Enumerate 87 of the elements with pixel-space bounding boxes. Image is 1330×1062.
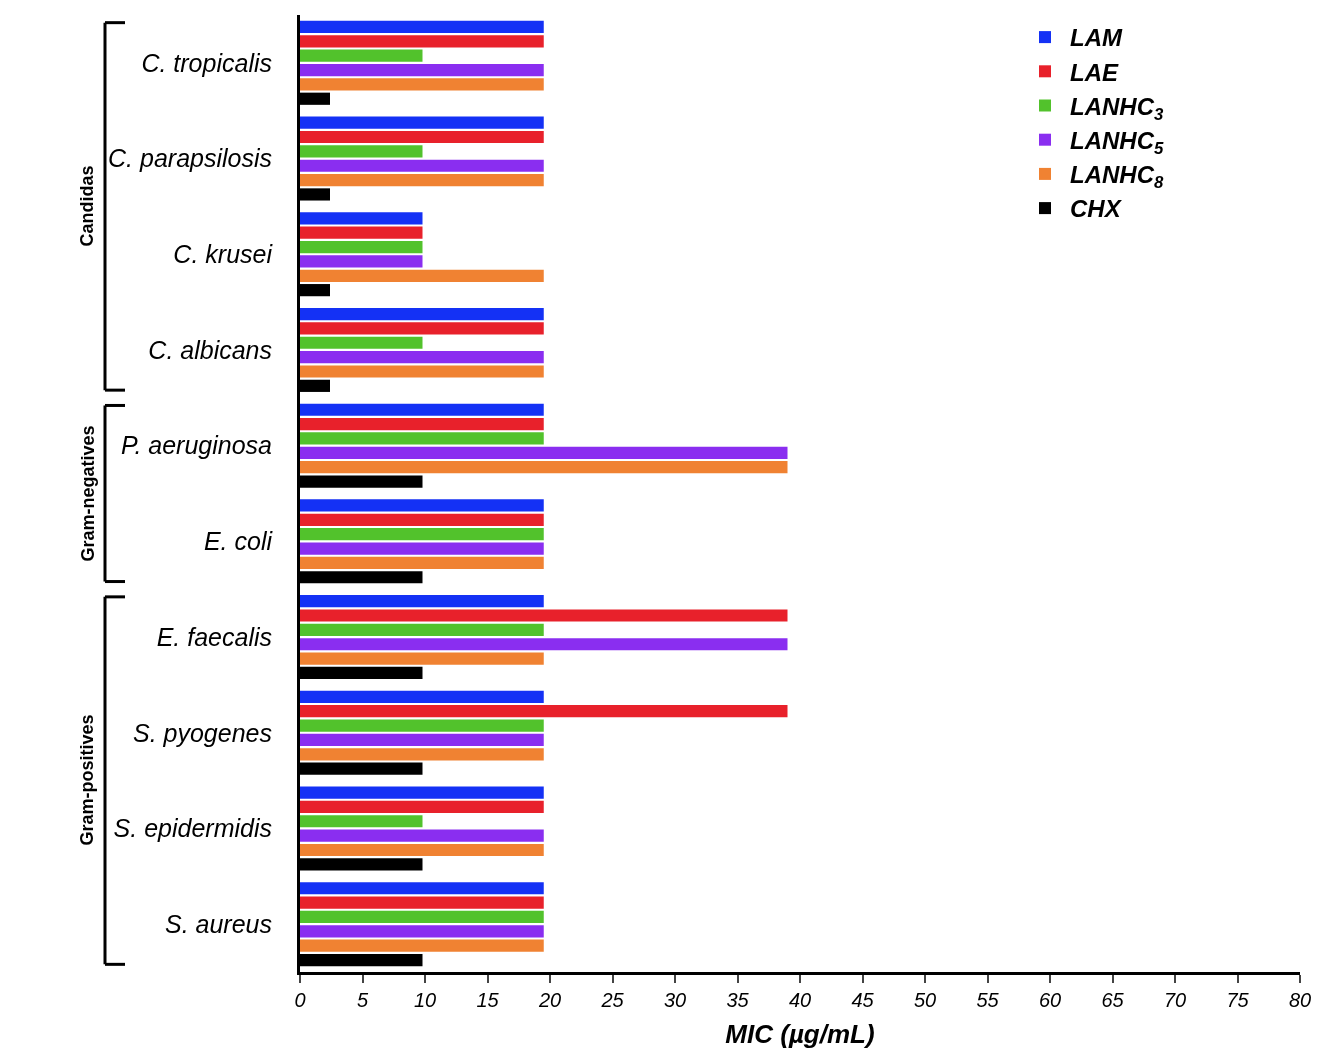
- y-tick-label: C. albicans: [148, 335, 272, 364]
- x-tick-label: 75: [1226, 989, 1250, 1011]
- bar: [300, 130, 544, 144]
- bar: [300, 786, 544, 799]
- bar: [300, 939, 544, 952]
- bar: [300, 307, 544, 321]
- x-tick-label: 50: [913, 989, 937, 1011]
- x-tick-label: 0: [294, 989, 306, 1011]
- bar: [300, 226, 423, 239]
- bar: [300, 255, 423, 268]
- bar: [300, 499, 544, 512]
- bar: [300, 528, 544, 541]
- x-tick-label: 45: [851, 989, 875, 1011]
- bar: [300, 705, 788, 718]
- bar: [300, 800, 544, 814]
- legend-label: CHX: [1070, 195, 1123, 223]
- bar: [300, 403, 544, 416]
- x-tick-label: 15: [476, 989, 500, 1011]
- bar: [300, 925, 544, 938]
- bar: [300, 638, 788, 651]
- bar: [300, 418, 544, 431]
- bar: [300, 513, 544, 526]
- bar: [300, 212, 423, 225]
- x-tick-label: 80: [1288, 989, 1312, 1011]
- bar: [300, 595, 544, 608]
- legend-label: LAE: [1070, 58, 1119, 86]
- bar: [300, 351, 544, 364]
- bar: [300, 432, 544, 445]
- y-tick-label: E. faecalis: [156, 622, 272, 651]
- bar: [300, 556, 544, 569]
- bar: [300, 116, 544, 129]
- bar: [300, 461, 788, 474]
- y-tick-label: P. aeruginosa: [120, 431, 273, 460]
- x-tick-label: 60: [1038, 989, 1062, 1011]
- legend-label: LAM: [1070, 24, 1123, 52]
- bar: [300, 896, 544, 909]
- x-tick-label: 40: [788, 989, 812, 1011]
- bar: [300, 173, 544, 187]
- bar: [300, 829, 544, 842]
- bar: [300, 690, 544, 703]
- y-tick-label: C. krusei: [173, 240, 274, 268]
- bar: [300, 322, 544, 335]
- bar: [300, 719, 544, 732]
- x-tick-label: 55: [976, 989, 1000, 1011]
- x-axis-title: MIC (µg/mL): [725, 1018, 875, 1049]
- x-tick-label: 5: [356, 989, 369, 1011]
- bar: [300, 63, 544, 77]
- x-tick-label: 35: [726, 989, 750, 1011]
- x-tick-label: 70: [1163, 989, 1187, 1011]
- y-tick-label: E. coli: [203, 527, 274, 556]
- y-tick-label: S. epidermidis: [113, 814, 272, 843]
- x-tick-label: 20: [537, 989, 562, 1011]
- bar: [300, 336, 423, 349]
- bar: [300, 269, 544, 282]
- bar: [300, 623, 544, 636]
- bar: [300, 815, 423, 828]
- y-tick-label: S. aureus: [164, 909, 272, 938]
- bar: [300, 446, 788, 459]
- bar: [300, 145, 423, 158]
- bar: [300, 159, 544, 172]
- bar: [300, 35, 544, 48]
- bar: [300, 20, 544, 34]
- legend-label: LANHC$_{3}$: [1070, 92, 1164, 124]
- legend-label: LANHC$_{8}$: [1070, 161, 1164, 193]
- bar: [300, 365, 544, 378]
- bar: [300, 733, 544, 747]
- x-tick-label: 25: [600, 989, 625, 1011]
- bar: [300, 882, 544, 895]
- y-tick-label: C. parapsilosis: [108, 144, 272, 173]
- y-tick-label: C. tropicalis: [141, 48, 272, 77]
- bar: [300, 652, 544, 665]
- bar: [300, 78, 544, 91]
- text: Candidas: [76, 165, 97, 247]
- bar: [300, 910, 544, 924]
- x-tick-label: 30: [663, 989, 687, 1011]
- bar: [300, 542, 544, 555]
- legend-label: LANHC$_{5}$: [1070, 127, 1164, 159]
- y-tick-label: S. pyogenes: [133, 718, 272, 747]
- x-tick-label: 10: [413, 989, 437, 1011]
- bar: [300, 843, 544, 857]
- bar: [300, 609, 788, 622]
- x-tick-label: 65: [1101, 989, 1125, 1011]
- bar: [300, 49, 423, 62]
- bar: [300, 240, 423, 254]
- text: Gram-positives: [77, 714, 98, 846]
- text: Gram-negatives: [77, 425, 98, 562]
- bar: [300, 748, 544, 761]
